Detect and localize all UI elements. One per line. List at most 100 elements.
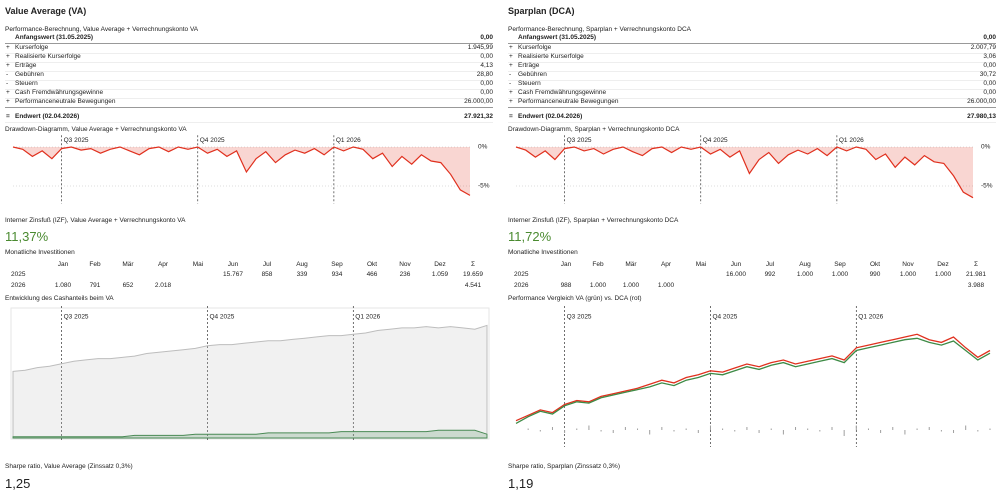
month-value: 988: [560, 282, 572, 289]
divider: [5, 62, 493, 63]
quarter-label: Q1 2026: [839, 137, 864, 144]
row-label: Endwert (02.04.2026): [15, 113, 80, 120]
month-value: 4.541: [464, 282, 482, 289]
month-header: Sep: [834, 261, 846, 268]
month-value: 1.000: [899, 271, 917, 278]
row-label: Cash Fremdwährungsgewinne: [518, 89, 607, 96]
month-value: 466: [366, 271, 378, 278]
irr-label: Interner Zinsfuß (IZF), Value Average + …: [5, 217, 186, 224]
divider: [508, 80, 996, 81]
area: [12, 429, 488, 439]
chart-title: Performance Vergleich VA (grün) vs. DCA …: [508, 295, 642, 302]
row-value: 3,06: [983, 53, 996, 60]
chart-title: Drawdown-Diagramm, Value Average + Verre…: [5, 126, 187, 133]
month-header: Σ: [470, 261, 476, 268]
month-value: 791: [89, 282, 101, 289]
row-value: 0,00: [983, 62, 996, 69]
divider: [5, 43, 493, 44]
month-value: 15.767: [223, 271, 243, 278]
drawdown-area: [516, 147, 973, 198]
row-value: 0,00: [983, 89, 996, 96]
month-value: 1.000: [796, 271, 814, 278]
row-value: 27.980,13: [967, 113, 996, 120]
row-value: 0,00: [983, 80, 996, 87]
month-value: 1.000: [657, 282, 675, 289]
month-header: Apr: [157, 261, 169, 268]
row-value: 26.000,00: [967, 98, 996, 105]
month-value: 19.659: [463, 271, 483, 278]
quarter-label: Q1 2026: [858, 314, 883, 321]
section-title: Performance-Berechnung, Value Average + …: [5, 26, 199, 33]
performance-line: [515, 337, 991, 424]
divider: [5, 122, 493, 123]
drawdown-line: [12, 146, 471, 196]
month-header: Mär: [122, 261, 134, 268]
divider: [5, 98, 493, 99]
sharpe-value: 1,19: [508, 476, 534, 491]
month-header: Okt: [366, 261, 378, 268]
row-label: Performanceneutrale Bewegungen: [518, 98, 619, 105]
row-value: 2.007,79: [970, 44, 996, 51]
row-value: 4,13: [480, 62, 493, 69]
year-label: 2025: [514, 271, 529, 278]
drawdown-line: [515, 146, 974, 199]
divider: [508, 89, 996, 90]
panel-title: Sparplan (DCA): [508, 6, 575, 16]
month-value: 16.000: [726, 271, 746, 278]
row-label: Cash Fremdwährungsgewinne: [15, 89, 104, 96]
y-tick-label: 0%: [478, 144, 488, 151]
divider: [5, 80, 493, 81]
row-label: Kurserfolge: [15, 44, 49, 51]
chart: Q3 2025 Q4 2025 Q1 2026: [515, 306, 991, 447]
month-header: Jun: [227, 261, 239, 268]
month-value: 1.000: [589, 282, 607, 289]
month-header: Nov: [399, 261, 411, 268]
divider: [5, 71, 493, 72]
month-value: 1.080: [54, 282, 72, 289]
row-sign: -: [6, 71, 9, 78]
row-label: Gebühren: [15, 71, 44, 78]
row-label: Gebühren: [518, 71, 547, 78]
year-label: 2025: [11, 271, 26, 278]
quarter-label: Q4 2025: [200, 137, 225, 144]
month-header: Aug: [799, 261, 811, 268]
row-sign: +: [509, 89, 513, 96]
month-value: 1.059: [431, 271, 449, 278]
section-title: Monatliche Investitionen: [5, 249, 75, 256]
row-label: Steuern: [15, 80, 38, 87]
drawdown-area: [13, 147, 470, 196]
row-sign: +: [6, 44, 10, 51]
month-value: 934: [331, 271, 343, 278]
quarter-label: Q3 2025: [64, 137, 89, 144]
divider: [508, 98, 996, 99]
divider: [508, 107, 996, 108]
panel-title: Value Average (VA): [5, 6, 87, 16]
section-title: Performance-Berechnung, Sparplan + Verre…: [508, 26, 692, 33]
divider: [508, 71, 996, 72]
divider: [508, 122, 996, 123]
chart-title: Drawdown-Diagramm, Sparplan + Verrechnun…: [508, 126, 680, 133]
row-value: 28,80: [476, 71, 493, 78]
month-value: 236: [399, 271, 411, 278]
month-value: 3.988: [967, 282, 985, 289]
y-tick-label: -5%: [478, 183, 490, 190]
irr-label: Interner Zinsfuß (IZF), Sparplan + Verre…: [508, 217, 679, 224]
performance-line: [515, 333, 991, 422]
row-sign: =: [509, 113, 513, 120]
divider: [5, 107, 493, 108]
month-value: 2.018: [154, 282, 172, 289]
quarter-label: Q3 2025: [64, 314, 89, 321]
month-header: Feb: [592, 261, 604, 268]
month-header: Mai: [695, 261, 707, 268]
divider: [508, 62, 996, 63]
month-value: 1.000: [934, 271, 952, 278]
month-value: 992: [764, 271, 776, 278]
month-value: 858: [261, 271, 273, 278]
month-value: 21.981: [966, 271, 986, 278]
row-sign: +: [509, 44, 513, 51]
row-value: 0,00: [480, 53, 493, 60]
chart-title: Entwicklung des Cashanteils beim VA: [5, 295, 114, 302]
section-title: Monatliche Investitionen: [508, 249, 578, 256]
row-sign: =: [6, 113, 10, 120]
